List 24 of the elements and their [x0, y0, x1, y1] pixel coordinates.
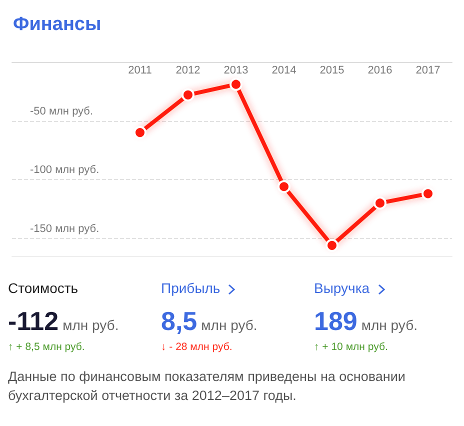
x-tick-label: 2017 [416, 64, 440, 76]
text: Выручка [314, 280, 371, 298]
y-tick-label: -100 млн руб. [30, 164, 100, 176]
text: Стоимость [8, 280, 80, 298]
y-tick-label: -150 млн руб. [30, 222, 100, 235]
y-tick-label: -50 млн руб. [30, 105, 94, 118]
text: млн руб. [201, 317, 258, 333]
x-tick-label: 2012 [176, 64, 200, 76]
text: Прибыль [161, 280, 222, 298]
text: ↑ + 8,5 млн руб. [8, 341, 86, 353]
x-tick-label: 2015 [320, 64, 344, 76]
text: Данные по финансовым показателям приведены на основании бухгалтерской отчетности за 2012–2017 годы. [8, 368, 406, 405]
chart-title: Финансы [13, 14, 102, 35]
x-tick-label: 2013 [224, 64, 248, 76]
x-tick-label: 2014 [272, 64, 296, 76]
text: млн руб. [361, 317, 418, 333]
text: ↓ - 28 млн руб. [161, 341, 234, 353]
text: 8,5 [161, 306, 198, 336]
x-tick-label: 2016 [368, 64, 392, 76]
text: ↑ + 10 млн руб. [314, 341, 389, 353]
text: 189 [314, 306, 358, 336]
x-tick-label: 2011 [128, 64, 152, 76]
text: млн руб. [62, 317, 119, 333]
text: -112 [8, 306, 59, 336]
